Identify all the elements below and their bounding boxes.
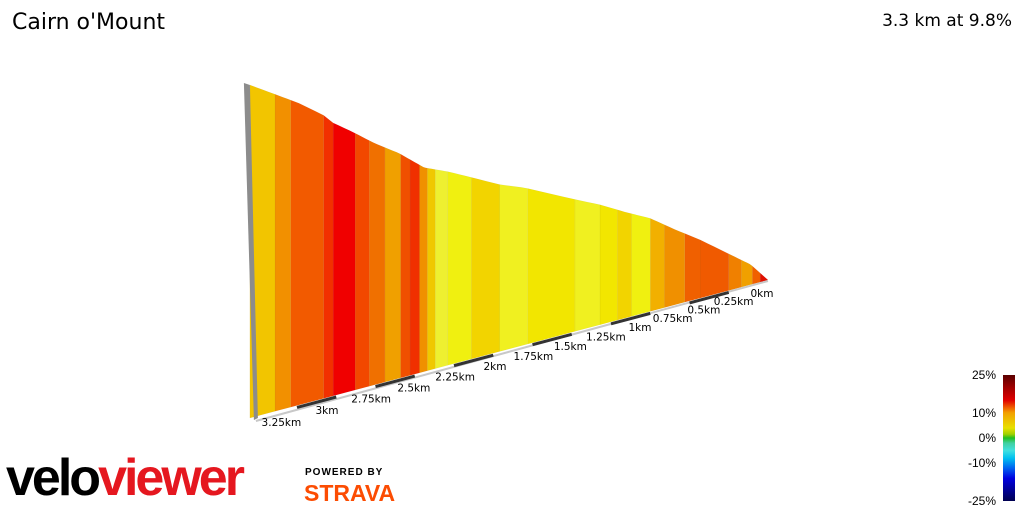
colorbar-label: 25% [971,368,996,382]
segment-summary: 3.3 km at 9.8% [882,11,1012,31]
gradient-segment [574,199,601,332]
gradient-segment [368,140,386,387]
colorbar-label: 0% [978,431,996,445]
distance-axis: 0km0.25km0.5km0.75km1km1.25km1.5km1.75km… [255,280,774,429]
gradient-segment [684,233,701,303]
x-tick-label: 1.75km [514,351,554,363]
gradient-segment [400,153,411,379]
x-tick-label: 2.5km [397,382,430,394]
segment-title: Cairn o'Mount [12,10,166,35]
axis-tick-band [453,353,494,368]
axis-tick-band [610,311,651,326]
gradient-segments [249,84,769,419]
x-tick-label: 1.25km [586,331,626,343]
logo-velo: velo [6,449,101,507]
x-tick-label: 2.75km [351,394,391,406]
x-tick-label: 3km [316,405,339,417]
gradient-segment [471,177,500,360]
gradient-segment [650,217,665,312]
colorbar-label: -10% [967,456,996,470]
profile-side-edge [243,83,258,420]
side-wall [243,83,258,420]
x-tick-label: 0.5km [687,304,720,316]
gradient-segment [741,259,753,288]
gradient-segment [700,239,729,299]
gradient-segment [527,188,576,345]
strava-logo[interactable]: STRAVA [304,480,396,506]
gradient-segment [447,171,472,366]
x-tick-label: 0.75km [653,313,693,325]
axis-tick-band [532,332,573,347]
gradient-segment [664,224,686,308]
gradient-segment [752,265,761,285]
x-tick-label: 2km [484,361,507,373]
x-tick-label: 0.25km [714,296,754,308]
gradient-segment [332,122,356,397]
axis-tick-band [375,374,416,388]
colorbar-label: -25% [967,494,996,508]
powered-by-label: POWERED BY [305,467,384,478]
gradient-segment [617,209,632,321]
gradient-segment [631,213,651,317]
x-tick-label: 3.25km [262,417,302,429]
x-tick-label: 0km [751,288,774,300]
logo-viewer: viewer [98,449,245,507]
gradient-segment [249,84,276,419]
veloviewer-logo[interactable]: veloviewer [6,448,245,508]
gradient-segment [427,167,436,372]
gradient-segment [419,164,428,374]
gradient-segment [290,99,324,408]
x-tick-label: 2.25km [435,372,475,384]
colorbar-label: 10% [971,406,996,420]
gradient-segment [384,147,401,383]
axis-tick-band [689,291,730,305]
gradient-colorbar [1003,375,1015,501]
axis-tick-band [296,395,337,409]
axis-baseline [255,280,769,422]
gradient-segment [354,132,370,391]
gradient-segment [409,159,420,376]
gradient-segment [434,169,448,369]
gradient-segment [499,184,529,352]
gradient-segment [323,114,334,399]
gradient-segment [274,93,291,412]
x-tick-label: 1.5km [554,341,587,353]
x-tick-label: 1km [629,322,652,334]
gradient-segment [728,253,742,291]
gradient-segment [599,204,618,326]
